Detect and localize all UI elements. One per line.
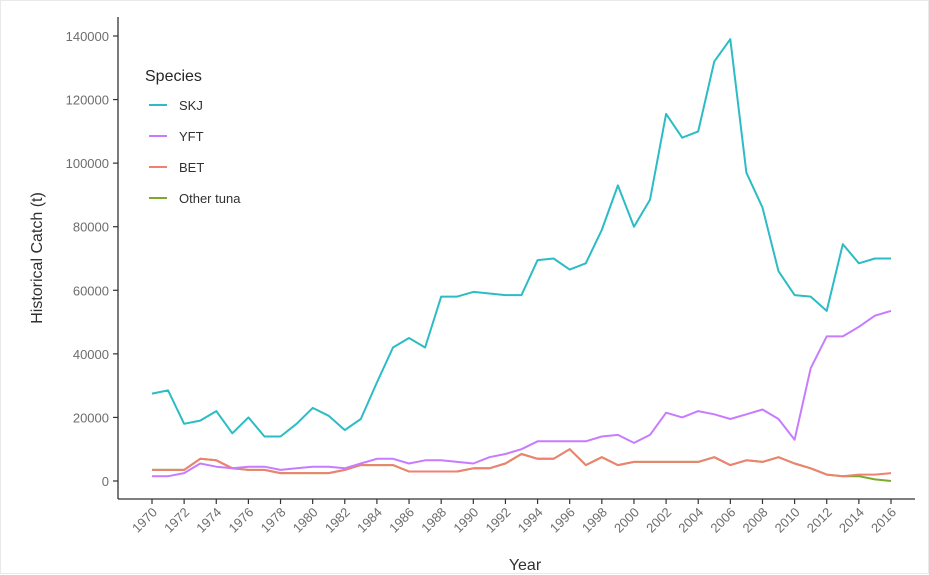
x-tick-label: 2000 — [611, 505, 642, 536]
x-tick-label: 1988 — [418, 505, 449, 536]
x-tick-label: 1978 — [258, 505, 289, 536]
x-tick-label: 1986 — [386, 505, 417, 536]
x-tick-label: 1982 — [322, 505, 353, 536]
y-axis-ticks: 0 20000 40000 60000 80000 100000 120000 140000 — [66, 29, 118, 489]
legend-label-other-tuna: Other tuna — [179, 191, 241, 206]
legend-label-skj: SKJ — [179, 98, 203, 113]
x-axis-ticks: 1970 1972 1974 1976 1978 1980 1982 1984 1986 1988… — [129, 499, 899, 536]
legend-label-bet: BET — [179, 160, 204, 175]
series-line-bet — [152, 448, 892, 478]
y-tick-label: 100000 — [66, 156, 109, 171]
y-axis-title: Historical Catch (t) — [29, 192, 46, 324]
x-tick-label: 2006 — [707, 505, 738, 536]
y-tick-label: 80000 — [73, 220, 109, 235]
legend-title: Species — [145, 68, 202, 85]
series-line-yft — [152, 309, 892, 478]
x-tick-label: 2014 — [836, 505, 867, 536]
y-tick-label: 60000 — [73, 283, 109, 298]
x-tick-label: 1980 — [290, 505, 321, 536]
legend-label-yft: YFT — [179, 129, 204, 144]
x-tick-label: 1972 — [161, 505, 192, 536]
y-tick-label: 120000 — [66, 93, 109, 108]
series-lines — [151, 38, 892, 482]
y-tick-label: 0 — [102, 474, 109, 489]
x-tick-label: 1996 — [547, 505, 578, 536]
x-tick-label: 2016 — [868, 505, 899, 536]
x-tick-label: 2008 — [740, 505, 771, 536]
axes — [117, 17, 915, 500]
y-tick-label: 40000 — [73, 347, 109, 362]
x-tick-label: 1994 — [515, 505, 546, 536]
x-tick-label: 2002 — [643, 505, 674, 536]
x-tick-label: 1992 — [482, 505, 513, 536]
legend: Species SKJ YFT BET Other tuna — [145, 68, 241, 206]
x-tick-label: 2004 — [675, 505, 706, 536]
x-tick-label: 1984 — [354, 505, 385, 536]
x-tick-label: 2010 — [772, 505, 803, 536]
x-tick-label: 1976 — [225, 505, 256, 536]
x-tick-label: 1990 — [450, 505, 481, 536]
y-tick-label: 140000 — [66, 29, 109, 44]
x-tick-label: 1974 — [193, 505, 224, 536]
y-tick-label: 20000 — [73, 410, 109, 425]
x-tick-label: 1970 — [129, 505, 160, 536]
x-tick-label: 2012 — [804, 505, 835, 536]
x-axis-title: Year — [509, 557, 542, 574]
series-line-skj — [151, 38, 891, 438]
legend-items: SKJ YFT BET Other tuna — [149, 98, 241, 206]
x-tick-label: 1998 — [579, 505, 610, 536]
